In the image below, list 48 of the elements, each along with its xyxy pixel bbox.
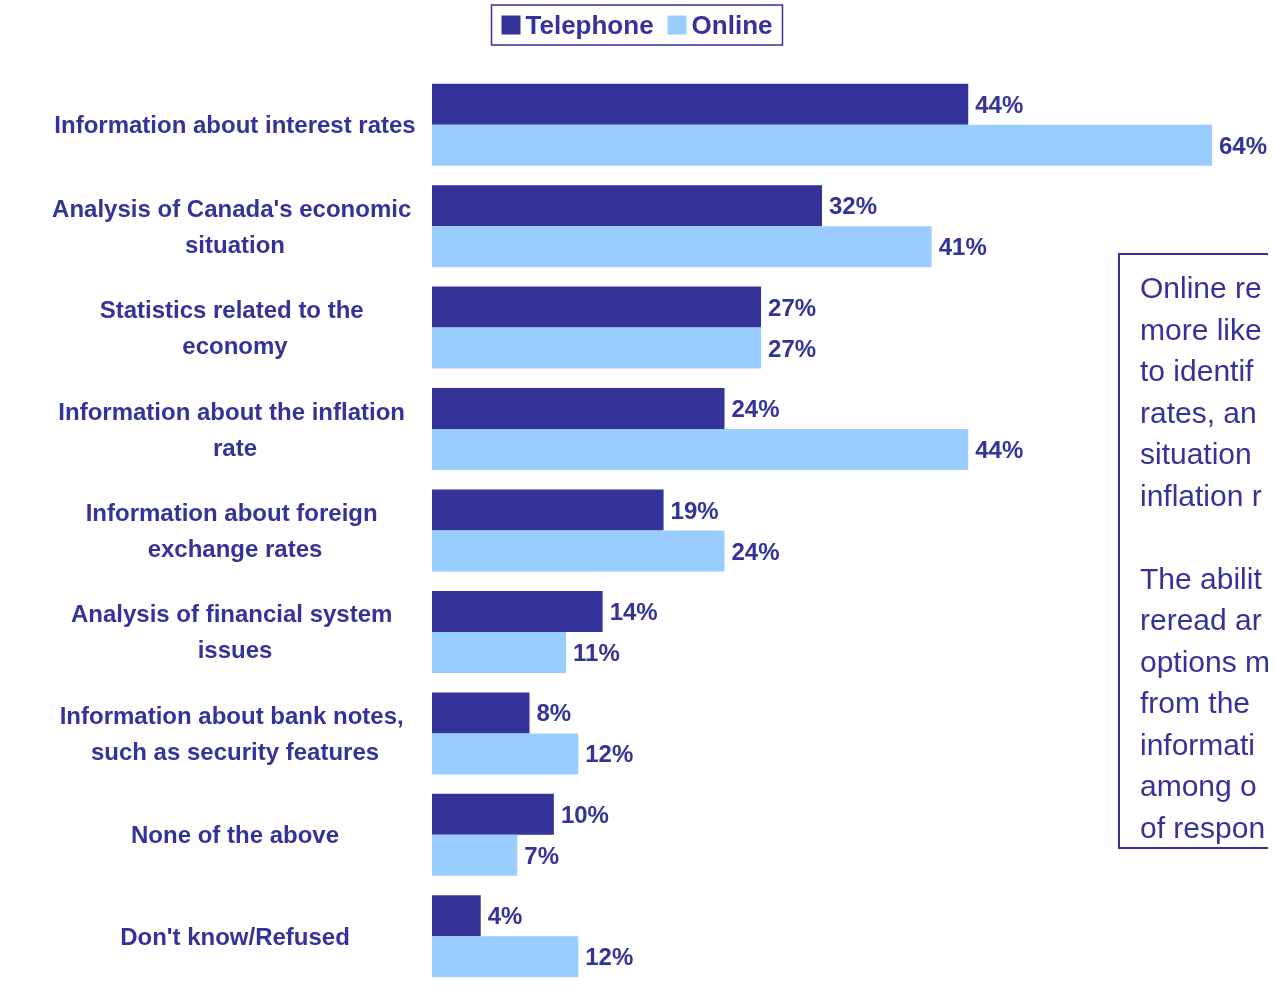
text: Online re more like to identif rates, an situation inflation r The abilit reread ar options m from the informati among o of respon — [1140, 271, 1271, 844]
bar — [432, 185, 822, 227]
y-tick-label: Information about the inflation rate — [58, 397, 412, 461]
y-tick-label: Don't know/Refused — [120, 922, 350, 950]
data-label: 44% — [975, 436, 1024, 464]
data-label: 24% — [731, 537, 780, 565]
data-label: 4% — [487, 902, 523, 930]
bar — [432, 692, 530, 734]
bar — [432, 327, 762, 369]
bar — [432, 936, 579, 978]
bar — [432, 226, 932, 268]
bar — [432, 590, 603, 632]
bar — [432, 83, 969, 125]
data-label: 41% — [938, 233, 987, 261]
y-tick-label: Analysis of Canada's economic situation — [52, 194, 418, 258]
y-tick-label: Information about bank notes, such as security features — [59, 701, 411, 765]
data-label: 12% — [585, 740, 634, 768]
data-label: 64% — [1219, 131, 1268, 159]
y-tick-label: Information about interest rates — [54, 111, 416, 139]
data-label: 44% — [975, 90, 1024, 118]
y-tick-label: Information about foreign exchange rates — [85, 499, 385, 562]
bar — [432, 124, 1212, 166]
bar — [432, 530, 725, 572]
data-label: 27% — [768, 334, 817, 362]
data-label: 24% — [731, 395, 780, 423]
data-label: 14% — [609, 597, 658, 625]
bar — [432, 286, 762, 328]
bar — [432, 793, 554, 835]
legend-label: Telephone — [525, 10, 654, 40]
bar — [432, 733, 579, 775]
y-tick-label: Statistics related to the economy — [99, 296, 371, 360]
bar — [432, 489, 664, 531]
data-label: 32% — [829, 192, 878, 220]
data-label: 7% — [524, 841, 559, 869]
data-label: 19% — [670, 496, 719, 524]
data-label: 11% — [573, 638, 620, 666]
y-tick-label: Analysis of financial system issues — [70, 600, 400, 664]
bar — [432, 834, 518, 876]
legend-label: Online — [691, 10, 773, 40]
bar — [432, 895, 481, 937]
data-label: 27% — [768, 293, 817, 321]
bar — [432, 388, 725, 430]
y-tick-label: None of the above — [130, 821, 340, 849]
data-label: 8% — [536, 699, 572, 727]
bar — [432, 631, 567, 673]
bar — [432, 429, 969, 471]
data-label: 10% — [560, 800, 609, 828]
data-label: 12% — [585, 943, 634, 971]
